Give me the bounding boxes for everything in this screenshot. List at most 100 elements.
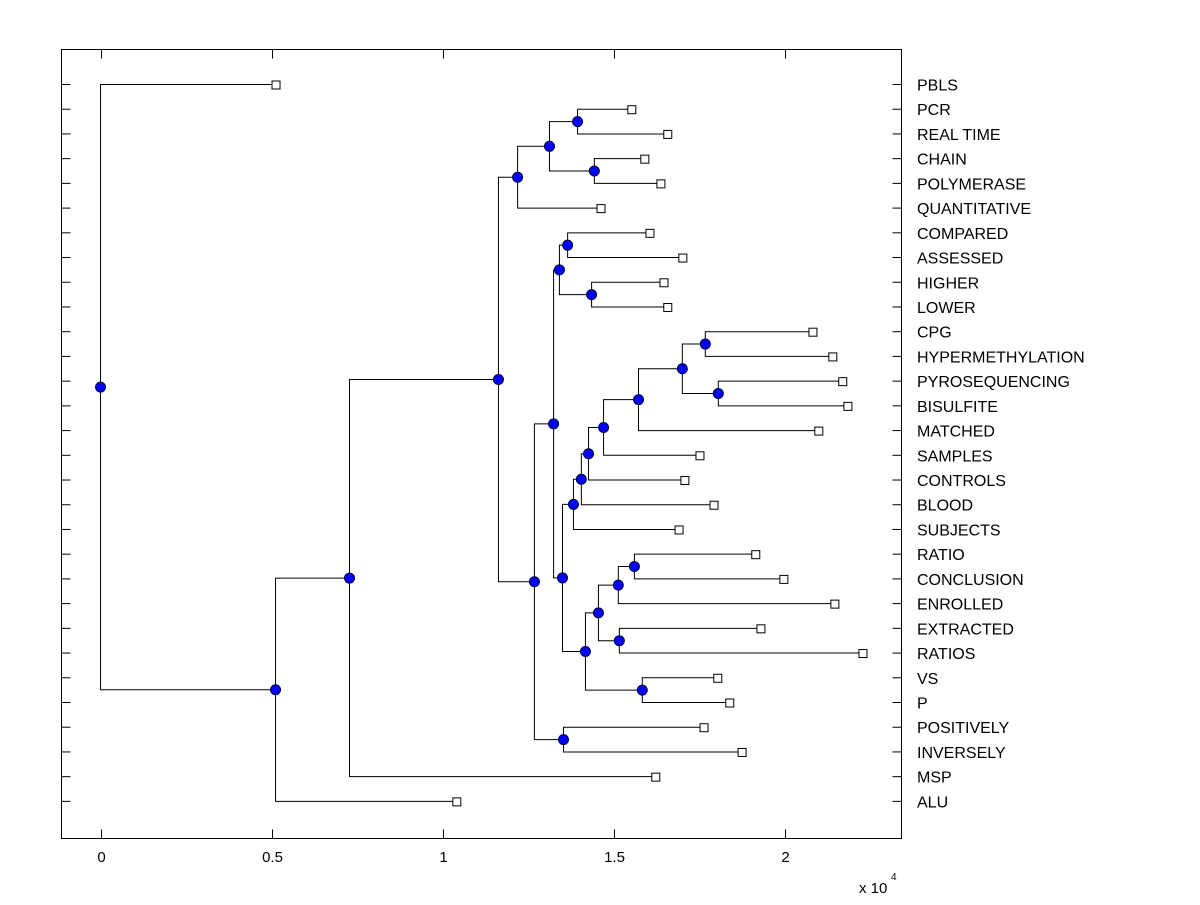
leaf-marker-msp — [651, 772, 661, 782]
leaf-marker-extracted — [756, 624, 766, 634]
leaf-label-pcr: PCR — [917, 102, 951, 119]
x-tick-label: 2 — [781, 849, 789, 866]
leaf-label-extracted: EXTRACTED — [917, 621, 1014, 638]
y-axis-ticks — [61, 84, 902, 802]
node-marker-n22 — [556, 572, 568, 584]
node-marker-n12 — [598, 421, 610, 433]
node-marker-n19 — [592, 607, 604, 619]
node-marker-n20 — [636, 684, 648, 696]
leaf-label-alu: ALU — [917, 794, 948, 811]
leaf-marker-quantitative — [596, 204, 606, 214]
node-marker-n17 — [612, 579, 624, 591]
leaf-label-conclusion: CONCLUSION — [917, 572, 1024, 589]
link-n28-to-n27 — [275, 577, 350, 690]
leaf-marker-pyrosequencing — [838, 377, 848, 387]
node-marker-n27 — [343, 572, 355, 584]
node-marker-n5 — [562, 239, 574, 251]
node-marker-n10 — [676, 363, 688, 375]
node-marker-n14 — [575, 473, 587, 485]
leaf-marker-blood — [709, 500, 719, 510]
leaf-marker-polymerase — [656, 179, 666, 189]
link-n19-to-n18 — [597, 612, 620, 642]
leaf-marker-matched — [814, 426, 824, 436]
leaf-marker-bisulfite — [843, 401, 853, 411]
leaf-label-higher: HIGHER — [917, 275, 979, 292]
leaf-marker-compared — [645, 228, 655, 238]
leaf-label-ratios: RATIOS — [917, 646, 975, 663]
leaf-label-inversely: INVERSELY — [917, 745, 1006, 762]
leaf-marker-vs — [713, 673, 723, 683]
leaf-marker-controls — [680, 476, 690, 486]
node-marker-n18 — [613, 635, 625, 647]
leaf-label-quantitative: QUANTITATIVE — [917, 201, 1031, 218]
node-marker-n9 — [712, 388, 724, 399]
leaf-label-matched: MATCHED — [917, 424, 995, 441]
link-n26-to-n4 — [497, 176, 518, 380]
link-root-to-n28 — [100, 387, 276, 691]
leaf-label-blood: BLOOD — [917, 498, 973, 515]
leaf-marker-p — [725, 698, 735, 708]
node-marker-n23 — [548, 418, 560, 430]
leaf-marker-positively — [699, 723, 709, 733]
link-n13-to-controls — [588, 453, 685, 481]
link-n12-to-samples — [603, 427, 700, 456]
leaf-label-msp: MSP — [917, 770, 952, 787]
link-n21-to-n20 — [584, 651, 643, 691]
node-marker-n6 — [586, 289, 598, 301]
link-n25-to-n24 — [533, 581, 564, 741]
link-n26-to-n25 — [497, 379, 535, 583]
link-n4-to-quantitative — [517, 177, 601, 209]
node-marker-n11 — [633, 394, 645, 406]
leaf-marker-inversely — [737, 747, 747, 757]
leaf-marker-chain — [640, 154, 650, 164]
link-n11-to-n10 — [638, 368, 683, 400]
node-marker-n4 — [512, 171, 524, 183]
link-n15-to-subjects — [572, 504, 679, 530]
leaf-marker-real-time — [663, 129, 673, 139]
leaf-label-bisulfite: BISULFITE — [917, 399, 998, 416]
node-marker-root — [95, 381, 107, 393]
node-marker-n2 — [588, 165, 600, 177]
x-multiplier-base: x 10 — [859, 880, 887, 897]
node-marker-n15 — [567, 498, 579, 510]
leaf-label-polymerase: POLYMERASE — [917, 176, 1026, 193]
link-n27-to-msp — [348, 578, 656, 778]
link-n19-to-n17 — [597, 584, 619, 613]
leaf-label-chain: CHAIN — [917, 152, 967, 169]
node-marker-n25 — [528, 576, 540, 588]
x-axis-multiplier: x 10 4 — [859, 872, 897, 897]
link-n22-to-n21 — [561, 577, 586, 653]
leaf-label-positively: POSITIVELY — [917, 720, 1010, 737]
leaf-label-cpg: CPG — [917, 325, 952, 342]
leaf-marker-samples — [695, 451, 705, 461]
leaf-marker-pbls — [271, 80, 281, 90]
plot-area-frame — [61, 49, 902, 839]
x-tick-label: 1.5 — [604, 849, 625, 866]
leaf-label-vs: VS — [917, 671, 938, 688]
leaf-label-lower: LOWER — [917, 300, 976, 317]
node-marker-n8 — [699, 338, 711, 350]
node-marker-n3 — [543, 140, 555, 152]
leaf-label-p: P — [917, 696, 928, 713]
leaf-label-subjects: SUBJECTS — [917, 522, 1001, 539]
node-marker-n26 — [492, 373, 504, 385]
leaf-label-ratio: RATIO — [917, 547, 965, 564]
node-marker-n1 — [572, 116, 584, 128]
node-marker-n28 — [270, 684, 282, 696]
node-marker-n24 — [558, 734, 570, 746]
leaf-label-controls: CONTROLS — [917, 473, 1006, 490]
link-root-to-pbls — [100, 84, 276, 388]
link-n12-to-n11 — [603, 399, 639, 428]
link-n11-to-matched — [638, 399, 819, 432]
leaf-label-hypermethylation: HYPERMETHYLATION — [917, 349, 1085, 366]
link-n10-to-n9 — [681, 368, 719, 394]
leaf-label-assessed: ASSESSED — [917, 251, 1003, 268]
link-n28-to-alu — [275, 689, 457, 802]
node-marker-n16 — [628, 561, 640, 573]
leaf-marker-conclusion — [779, 574, 789, 584]
x-tick-label: 0 — [97, 849, 105, 866]
leaf-marker-lower — [663, 302, 673, 312]
leaf-label-compared: COMPARED — [917, 226, 1008, 243]
